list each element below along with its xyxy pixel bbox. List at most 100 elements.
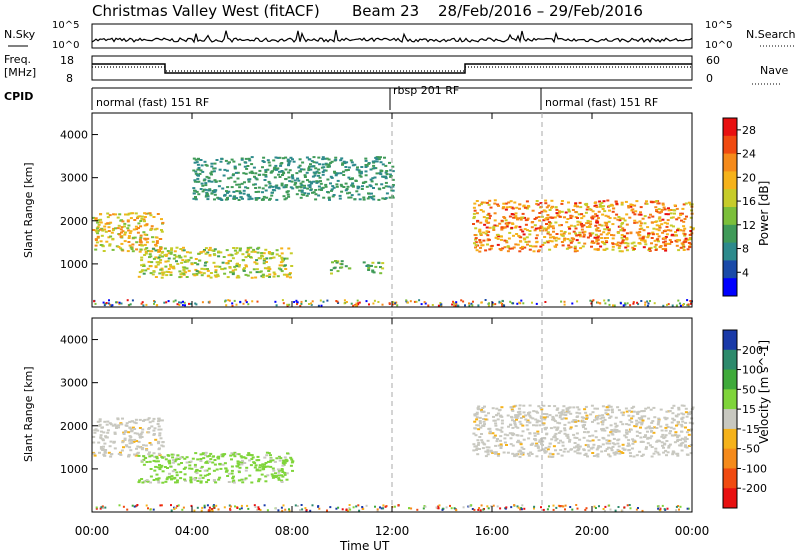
heatmap-cell (581, 419, 585, 422)
heatmap-cell (279, 261, 283, 264)
heatmap-cell (629, 428, 633, 431)
heatmap-cell (261, 255, 265, 258)
heatmap-cell (180, 301, 183, 304)
heatmap-cell (633, 440, 637, 443)
heatmap-cell (613, 428, 617, 431)
heatmap-cell (202, 179, 206, 182)
colorbar-swatch (723, 468, 737, 489)
heatmap-cell (526, 428, 530, 431)
heatmap-cell (246, 193, 250, 196)
heatmap-cell (563, 423, 567, 426)
heatmap-cell (221, 463, 225, 466)
heatmap-cell (116, 301, 119, 304)
colorbar-tick-label: -50 (742, 443, 760, 456)
heatmap-cell (484, 455, 488, 458)
heatmap-cell (135, 228, 139, 231)
colorbar-swatch (723, 207, 737, 226)
heatmap-cell (233, 455, 237, 458)
heatmap-cell (284, 268, 288, 270)
heatmap-cell (105, 423, 109, 426)
heatmap-cell (609, 415, 613, 418)
heatmap-cell (657, 439, 661, 442)
heatmap-cell (543, 451, 547, 454)
heatmap-cell (374, 156, 378, 159)
heatmap-cell (275, 198, 279, 201)
heatmap-cell (504, 208, 508, 211)
heatmap-cell (225, 169, 229, 172)
heatmap-cell (479, 234, 483, 236)
heatmap-cell (555, 428, 559, 431)
heatmap-cell (144, 252, 148, 255)
heatmap-cell (261, 468, 265, 471)
heatmap-cell (276, 156, 280, 159)
heatmap-cell (552, 508, 555, 511)
heatmap-cell (232, 195, 236, 198)
heatmap-cell (129, 212, 133, 215)
heatmap-cell (676, 420, 680, 423)
heatmap-cell (607, 232, 611, 235)
heatmap-cell (586, 431, 590, 434)
heatmap-cell (106, 216, 110, 219)
heatmap-cell (515, 434, 519, 437)
heatmap-cell (320, 189, 323, 191)
heatmap-cell (245, 466, 249, 469)
heatmap-cell (216, 265, 220, 268)
heatmap-cell (657, 421, 661, 424)
heatmap-cell (307, 167, 311, 170)
heatmap-cell (131, 504, 134, 507)
heatmap-cell (162, 455, 166, 458)
heatmap-cell (192, 477, 196, 480)
heatmap-cell (337, 506, 340, 509)
heatmap-cell (626, 242, 630, 245)
heatmap-cell (214, 265, 217, 268)
heatmap-cell (684, 407, 688, 410)
heatmap-cell (231, 273, 235, 276)
heatmap-cell (605, 439, 609, 442)
ytick-label: 4000 (60, 129, 88, 142)
heatmap-cell (620, 234, 624, 236)
heatmap-cell (607, 404, 611, 407)
heatmap-cell (391, 185, 395, 188)
heatmap-cell (227, 254, 231, 257)
heatmap-cell (231, 269, 235, 272)
heatmap-cell (113, 432, 117, 435)
heatmap-cell (334, 260, 337, 262)
heatmap-cell (653, 200, 657, 203)
heatmap-cell (203, 469, 207, 472)
heatmap-cell (184, 466, 188, 469)
heatmap-cell (195, 161, 199, 164)
heatmap-cell (472, 206, 476, 209)
heatmap-cell (599, 205, 602, 208)
heatmap-cell (238, 508, 241, 511)
heatmap-cell (529, 416, 533, 419)
heatmap-cell (545, 433, 549, 436)
heatmap-cell (629, 231, 633, 234)
heatmap-cell (342, 174, 346, 176)
heatmap-cell (524, 418, 528, 421)
heatmap-cell (660, 208, 664, 211)
heatmap-cell (548, 455, 552, 458)
heatmap-cell (279, 164, 283, 167)
heatmap-cell (536, 446, 540, 449)
heatmap-cell (534, 237, 538, 240)
heatmap-cell (514, 216, 518, 219)
heatmap-cell (536, 432, 540, 435)
heatmap-cell (207, 179, 211, 182)
heatmap-cell (140, 259, 144, 262)
heatmap-cell (233, 451, 237, 454)
heatmap-cell (524, 219, 528, 222)
heatmap-cell (614, 200, 618, 203)
heatmap-cell (687, 429, 691, 431)
heatmap-cell (540, 210, 544, 213)
heatmap-cell (543, 428, 547, 431)
heatmap-cell (174, 481, 177, 484)
heatmap-cell (478, 436, 482, 438)
heatmap-cell (607, 434, 611, 437)
heatmap-cell (675, 414, 678, 417)
heatmap-cell (609, 424, 613, 427)
heatmap-cell (300, 190, 304, 193)
heatmap-cell (157, 440, 161, 443)
heatmap-cell (604, 224, 608, 227)
heatmap-cell (246, 249, 250, 252)
heatmap-cell (379, 506, 381, 509)
